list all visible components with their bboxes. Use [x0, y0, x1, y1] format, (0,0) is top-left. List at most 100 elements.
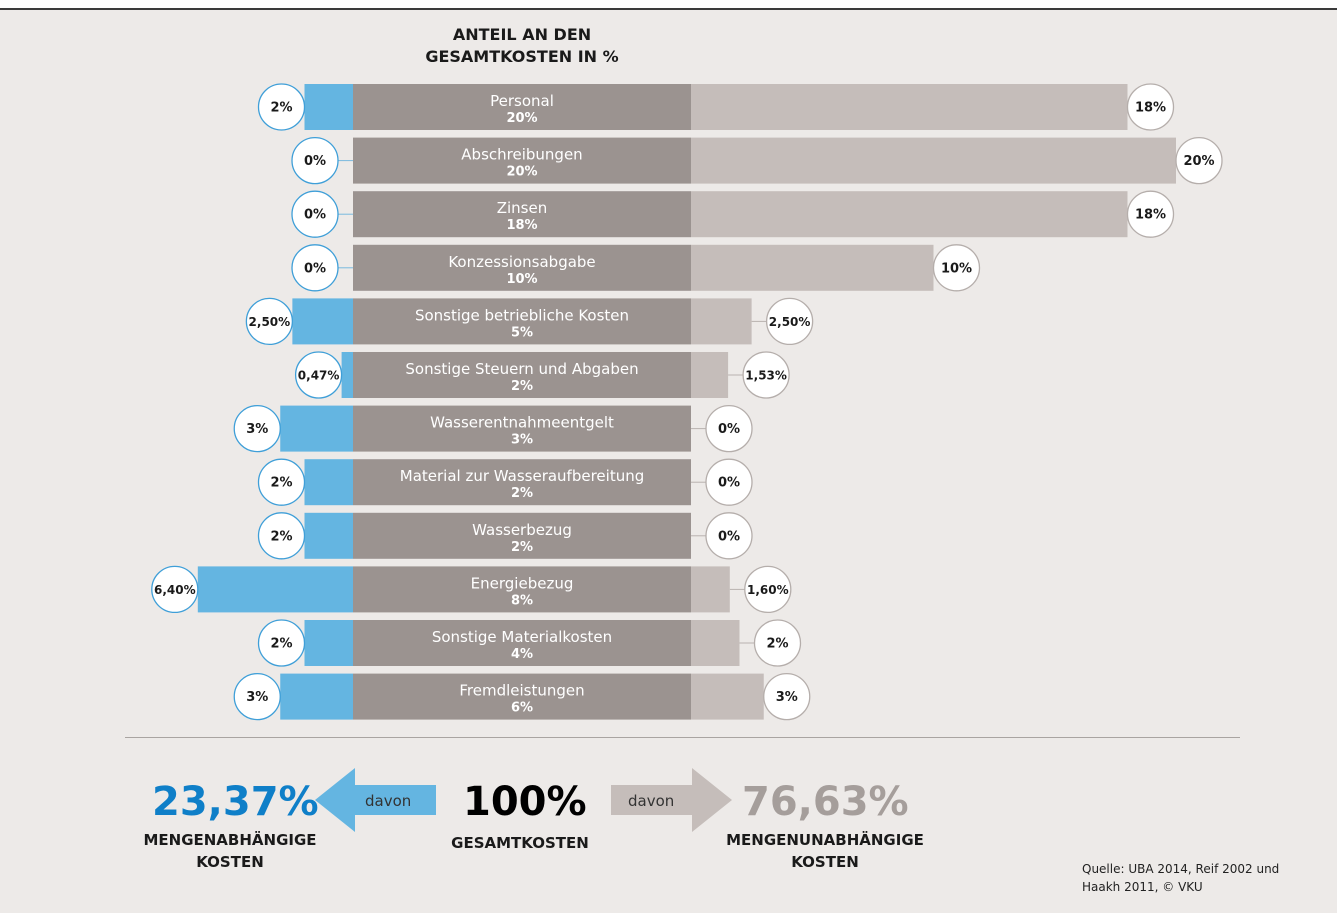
- independent-bubble-9-label: 1,60%: [747, 583, 789, 597]
- dependent-bar-9: [197, 566, 353, 613]
- dependent-bubble-6-circle: [233, 404, 281, 453]
- total-bar-5: [353, 352, 691, 398]
- dependent-bubble-11-label: 3%: [246, 690, 268, 705]
- dependent-bar-11: [280, 673, 353, 720]
- total-value-3: 10%: [506, 272, 537, 287]
- independent-bar-4: [691, 298, 752, 345]
- dependent-bubble-7-label: 2%: [270, 476, 292, 491]
- total-value-10: 4%: [511, 647, 533, 662]
- dependent-label-line2: KOSTEN: [196, 853, 264, 871]
- total-bar-9: [353, 566, 691, 613]
- independent-bubble-0-circle: [1126, 83, 1175, 131]
- dependent-bubble-5-circle: [294, 351, 343, 399]
- category-label-7: Material zur Wasseraufbereitung: [400, 467, 645, 485]
- independent-bubble-7-circle: [705, 458, 753, 506]
- total-bar-4: [353, 298, 691, 345]
- source-note: Quelle: UBA 2014, Reif 2002 und Haakh 20…: [1082, 860, 1279, 896]
- independent-bar-9: [691, 566, 730, 613]
- independent-bubble-8-label: 0%: [718, 529, 740, 544]
- dependent-bubble-6-label: 3%: [246, 422, 268, 437]
- total-bar-6: [353, 405, 691, 452]
- category-label-10: Sonstige Materialkosten: [432, 628, 612, 646]
- independent-bubble-1-circle: [1175, 136, 1223, 185]
- dependent-bubble-1-label: 0%: [304, 154, 326, 169]
- dependent-total-label: MENGENABHÄNGIGE KOSTEN: [120, 829, 340, 873]
- dependent-bar-6: [280, 405, 353, 452]
- dependent-label-line1: MENGENABHÄNGIGE: [143, 831, 317, 849]
- arrow-right-icon: [611, 768, 732, 832]
- total-bar-10: [353, 620, 691, 666]
- category-label-6: Wasserentnahmeentgelt: [430, 414, 614, 432]
- total-value-5: 2%: [511, 379, 533, 394]
- dependent-bubble-3-label: 0%: [304, 261, 326, 276]
- dependent-bubble-0-circle: [257, 83, 306, 131]
- independent-bar-3: [691, 244, 934, 291]
- total-bar-1: [353, 137, 691, 184]
- dependent-bubble-8-label: 2%: [270, 529, 292, 544]
- dependent-bar-5: [341, 352, 353, 398]
- independent-bar-2: [691, 191, 1128, 238]
- independent-label-line2: KOSTEN: [791, 853, 859, 871]
- dependent-bubble-11-circle: [233, 672, 281, 721]
- total-value-1: 20%: [506, 165, 537, 180]
- independent-bubble-2-circle: [1126, 190, 1175, 238]
- dependent-bubble-1-circle: [291, 136, 339, 185]
- total-value-11: 6%: [511, 701, 533, 716]
- total-bar-11: [353, 673, 691, 720]
- dependent-bar-8: [304, 512, 353, 559]
- dependent-bar-0: [304, 84, 353, 130]
- independent-bubble-2-label: 18%: [1135, 208, 1166, 223]
- independent-bubble-3-circle: [932, 244, 981, 292]
- divider: [125, 737, 1240, 738]
- total-value: 100%: [463, 779, 587, 825]
- independent-bubble-10-circle: [753, 619, 802, 667]
- total-bar-8: [353, 512, 691, 559]
- total-label: GESAMTKOSTEN: [451, 834, 589, 852]
- source-line2: Haakh 2011, © VKU: [1082, 880, 1203, 894]
- category-label-3: Konzessionsabgabe: [448, 253, 595, 271]
- independent-bubble-4-circle: [765, 297, 814, 346]
- independent-bar-1: [691, 137, 1176, 184]
- independent-bubble-1-label: 20%: [1183, 154, 1214, 169]
- category-label-4: Sonstige betriebliche Kosten: [415, 306, 629, 324]
- total-bar-2: [353, 191, 691, 238]
- independent-bubble-5-label: 1,53%: [745, 369, 787, 383]
- category-label-2: Zinsen: [497, 199, 548, 217]
- independent-bubble-7-label: 0%: [718, 476, 740, 491]
- independent-bubble-0-label: 18%: [1135, 101, 1166, 116]
- total-value-4: 5%: [511, 325, 533, 340]
- independent-total-label: MENGENUNABHÄNGIGE KOSTEN: [705, 829, 945, 873]
- total-value-0: 20%: [506, 111, 537, 126]
- category-label-8: Wasserbezug: [472, 521, 572, 539]
- dependent-bar-7: [304, 459, 353, 506]
- independent-bubble-5-circle: [742, 351, 790, 399]
- dependent-bubble-10-label: 2%: [270, 637, 292, 652]
- arrow-left-text: davon: [365, 792, 412, 810]
- independent-bubble-4-label: 2,50%: [769, 315, 811, 329]
- dependent-bubble-0-label: 2%: [270, 101, 292, 116]
- total-value-2: 18%: [506, 218, 537, 233]
- category-label-9: Energiebezug: [471, 574, 574, 592]
- total-value-8: 2%: [511, 540, 533, 555]
- independent-bubble-6-circle: [705, 404, 753, 453]
- independent-bubble-11-circle: [763, 672, 811, 721]
- dependent-bubble-9-circle: [151, 565, 199, 614]
- total-bar-3: [353, 244, 691, 291]
- independent-bubble-9-circle: [744, 565, 792, 614]
- category-label-5: Sonstige Steuern und Abgaben: [405, 360, 638, 378]
- total-bar-7: [353, 459, 691, 506]
- independent-bubble-3-label: 10%: [941, 261, 972, 276]
- dependent-bubble-2-circle: [291, 190, 339, 238]
- independent-bar-0: [691, 84, 1128, 130]
- dependent-bar-4: [292, 298, 353, 345]
- total-bar-0: [353, 84, 691, 130]
- independent-label-line1: MENGENUNABHÄNGIGE: [726, 831, 924, 849]
- independent-bubble-8-circle: [705, 512, 753, 560]
- category-label-11: Fremdleistungen: [459, 682, 584, 700]
- chart-title-line2: GESAMTKOSTEN IN %: [425, 47, 619, 66]
- arrow-right-text: davon: [628, 792, 675, 810]
- dependent-bubble-4-circle: [245, 297, 294, 346]
- total-value-7: 2%: [511, 486, 533, 501]
- independent-bubble-10-label: 2%: [766, 637, 788, 652]
